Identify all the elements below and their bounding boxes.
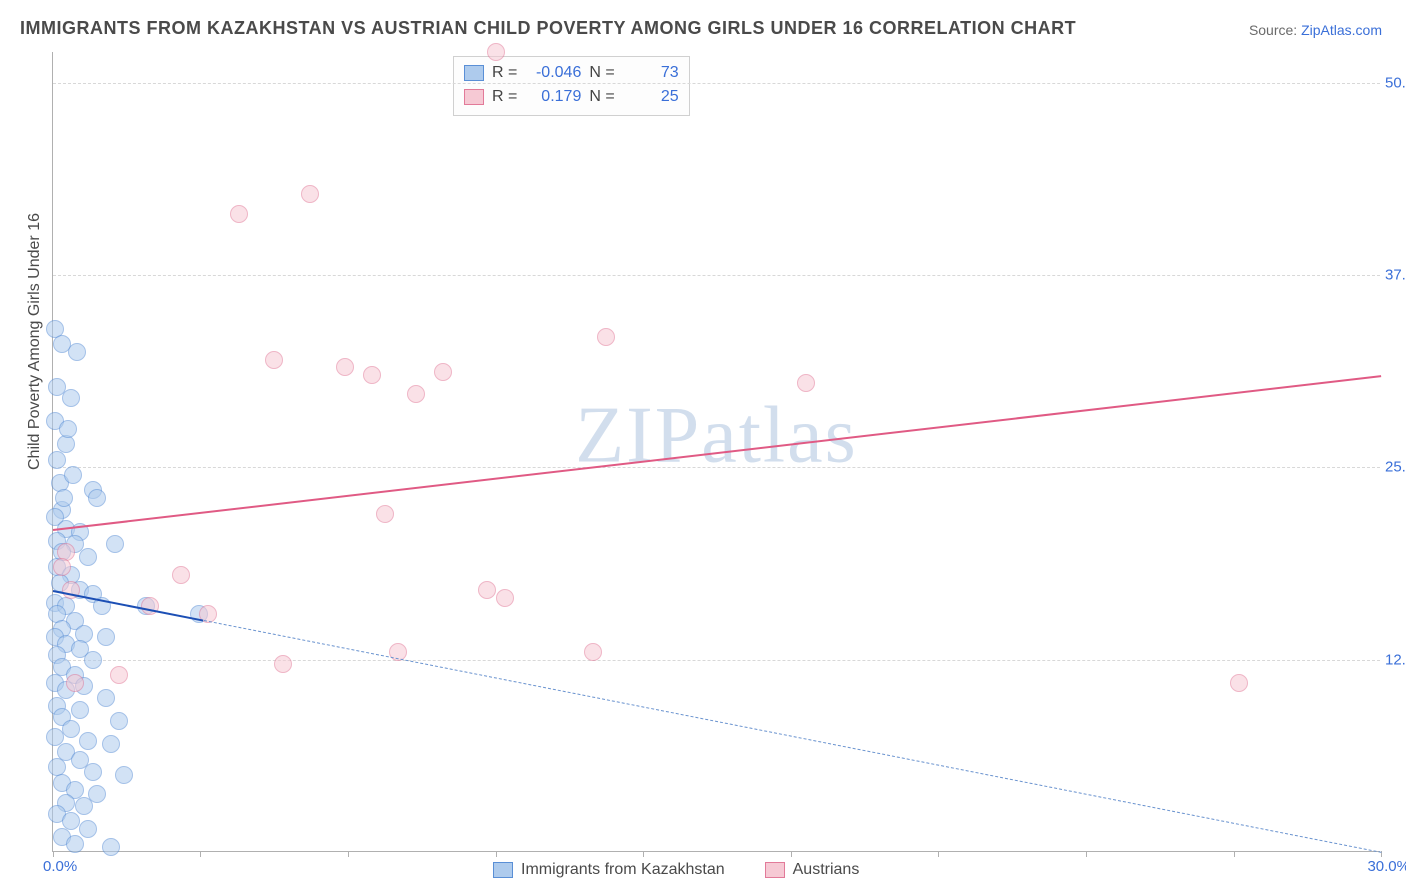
chart-title: IMMIGRANTS FROM KAZAKHSTAN VS AUSTRIAN C… bbox=[20, 18, 1076, 39]
legend-swatch-icon bbox=[464, 89, 484, 105]
n-value: 25 bbox=[623, 88, 679, 106]
scatter-point bbox=[110, 666, 128, 684]
scatter-point bbox=[84, 763, 102, 781]
legend-series: Immigrants from Kazakhstan Austrians bbox=[493, 861, 859, 879]
source-value: ZipAtlas.com bbox=[1301, 22, 1382, 38]
scatter-point bbox=[66, 674, 84, 692]
scatter-point bbox=[376, 505, 394, 523]
scatter-point bbox=[434, 363, 452, 381]
r-value: -0.046 bbox=[525, 64, 581, 82]
scatter-point bbox=[79, 732, 97, 750]
scatter-point bbox=[55, 489, 73, 507]
scatter-point bbox=[97, 628, 115, 646]
r-value: 0.179 bbox=[525, 88, 581, 106]
x-axis-end-label: 30.0% bbox=[1367, 858, 1406, 875]
scatter-point bbox=[265, 351, 283, 369]
scatter-point bbox=[1230, 674, 1248, 692]
r-label: R = bbox=[492, 64, 517, 82]
x-tick-mark bbox=[791, 851, 792, 857]
scatter-point bbox=[110, 712, 128, 730]
scatter-point bbox=[48, 451, 66, 469]
scatter-point bbox=[64, 466, 82, 484]
scatter-point bbox=[75, 797, 93, 815]
scatter-point bbox=[68, 343, 86, 361]
scatter-point bbox=[88, 489, 106, 507]
r-label: R = bbox=[492, 88, 517, 106]
legend-item: Austrians bbox=[765, 861, 860, 879]
scatter-point bbox=[797, 374, 815, 392]
scatter-point bbox=[53, 558, 71, 576]
chart-container: IMMIGRANTS FROM KAZAKHSTAN VS AUSTRIAN C… bbox=[0, 0, 1406, 892]
legend-label: Immigrants from Kazakhstan bbox=[521, 861, 725, 879]
x-tick-mark bbox=[643, 851, 644, 857]
legend-swatch-icon bbox=[464, 65, 484, 81]
plot-area: ZIPatlas R = -0.046 N = 73 R = 0.179 N =… bbox=[52, 52, 1380, 852]
scatter-point bbox=[59, 420, 77, 438]
scatter-point bbox=[79, 820, 97, 838]
scatter-point bbox=[84, 651, 102, 669]
gridline-horizontal bbox=[53, 660, 1380, 661]
trendline-extrapolated bbox=[203, 620, 1381, 853]
scatter-point bbox=[336, 358, 354, 376]
legend-stat-row: R = -0.046 N = 73 bbox=[464, 61, 679, 85]
x-tick-mark bbox=[1234, 851, 1235, 857]
legend-swatch-icon bbox=[765, 862, 785, 878]
legend-item: Immigrants from Kazakhstan bbox=[493, 861, 725, 879]
scatter-point bbox=[597, 328, 615, 346]
x-tick-mark bbox=[938, 851, 939, 857]
scatter-point bbox=[106, 535, 124, 553]
x-tick-mark bbox=[200, 851, 201, 857]
scatter-point bbox=[97, 689, 115, 707]
n-label: N = bbox=[589, 88, 614, 106]
n-value: 73 bbox=[623, 64, 679, 82]
x-tick-mark bbox=[1086, 851, 1087, 857]
scatter-point bbox=[172, 566, 190, 584]
scatter-point bbox=[71, 701, 89, 719]
scatter-point bbox=[363, 366, 381, 384]
y-tick-label: 37.5% bbox=[1385, 267, 1406, 284]
scatter-point bbox=[102, 838, 120, 856]
scatter-point bbox=[407, 385, 425, 403]
scatter-point bbox=[301, 185, 319, 203]
scatter-point bbox=[115, 766, 133, 784]
scatter-point bbox=[274, 655, 292, 673]
x-axis-zero-label: 0.0% bbox=[43, 858, 77, 875]
trendline bbox=[53, 375, 1381, 531]
scatter-point bbox=[62, 389, 80, 407]
y-axis-label: Child Poverty Among Girls Under 16 bbox=[26, 213, 44, 470]
scatter-point bbox=[487, 43, 505, 61]
y-tick-label: 50.0% bbox=[1385, 74, 1406, 91]
scatter-point bbox=[66, 835, 84, 853]
legend-label: Austrians bbox=[793, 861, 860, 879]
x-tick-mark bbox=[348, 851, 349, 857]
scatter-point bbox=[79, 548, 97, 566]
source-label: Source: bbox=[1249, 22, 1301, 38]
scatter-point bbox=[478, 581, 496, 599]
gridline-horizontal bbox=[53, 275, 1380, 276]
source-attribution: Source: ZipAtlas.com bbox=[1249, 22, 1382, 38]
scatter-point bbox=[230, 205, 248, 223]
legend-stat-row: R = 0.179 N = 25 bbox=[464, 85, 679, 109]
scatter-point bbox=[102, 735, 120, 753]
gridline-horizontal bbox=[53, 467, 1380, 468]
legend-swatch-icon bbox=[493, 862, 513, 878]
scatter-point bbox=[584, 643, 602, 661]
x-tick-mark bbox=[53, 851, 54, 857]
y-tick-label: 25.0% bbox=[1385, 459, 1406, 476]
x-tick-mark bbox=[496, 851, 497, 857]
gridline-horizontal bbox=[53, 83, 1380, 84]
legend-statistics: R = -0.046 N = 73 R = 0.179 N = 25 bbox=[453, 56, 690, 116]
scatter-point bbox=[62, 720, 80, 738]
y-tick-label: 12.5% bbox=[1385, 651, 1406, 668]
scatter-point bbox=[496, 589, 514, 607]
n-label: N = bbox=[589, 64, 614, 82]
